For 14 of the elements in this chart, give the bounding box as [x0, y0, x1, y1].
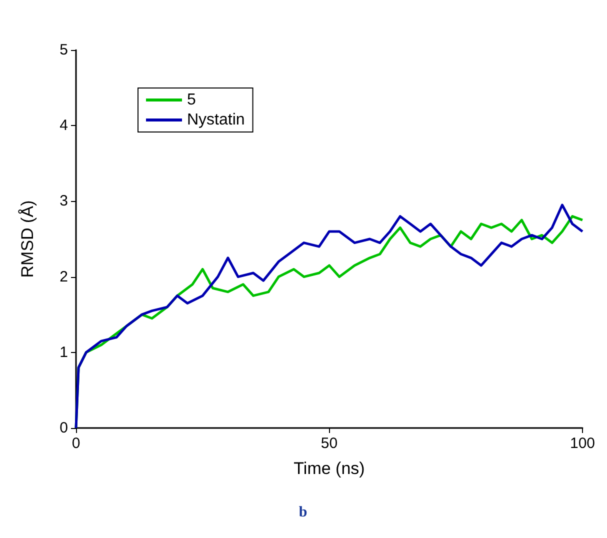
y-tick-label: 2	[60, 268, 68, 286]
x-tick-label: 100	[570, 435, 595, 452]
y-axis-title: RMSD (Å)	[18, 200, 37, 278]
y-tick-label: 3	[60, 192, 68, 210]
legend-label: 5	[187, 92, 196, 108]
y-tick-label: 5	[60, 42, 68, 58]
x-tick-label: 50	[320, 435, 338, 452]
text: b	[298, 504, 308, 520]
y-tick-label: 1	[60, 344, 68, 361]
y-tick-label: 4	[60, 117, 68, 134]
x-axis-title: Time (ns)	[294, 459, 365, 478]
legend-label: Nystatin	[187, 112, 245, 128]
y-tick-label: 0	[60, 420, 68, 436]
x-tick-label: 0	[72, 435, 80, 452]
